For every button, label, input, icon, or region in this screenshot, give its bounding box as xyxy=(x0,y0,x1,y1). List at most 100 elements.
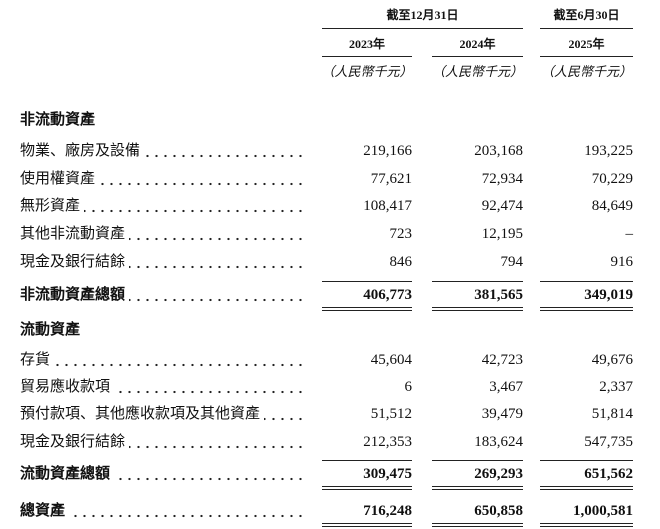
row-label: 非流動資產總額 xyxy=(20,286,305,304)
row-label: 其他非流動資產 xyxy=(20,225,305,243)
rule xyxy=(322,526,412,527)
rule xyxy=(322,523,412,524)
rule xyxy=(322,486,412,487)
rule xyxy=(540,56,633,57)
cell-value: 309,475 xyxy=(363,466,412,482)
cell-value: 794 xyxy=(500,254,524,270)
label-text: 預付款項、其他應收款項及其他資產 xyxy=(20,406,261,422)
cell-value: 72,934 xyxy=(481,171,523,187)
rule xyxy=(322,307,412,308)
cell-value: 51,814 xyxy=(591,406,633,422)
cell-value: 3,467 xyxy=(489,379,523,395)
rule xyxy=(432,307,523,308)
label-text: 貿易應收款項 xyxy=(20,379,111,395)
cell-value: 45,604 xyxy=(370,352,412,368)
year-header: 2024年 xyxy=(459,37,496,51)
dot-leader xyxy=(264,405,305,423)
cell-value: 547,735 xyxy=(584,434,633,450)
dot-leader xyxy=(129,225,305,243)
dot-leader xyxy=(54,351,305,369)
rule xyxy=(322,281,412,282)
label-text: 無形資產 xyxy=(20,198,81,214)
cell-value: 2,337 xyxy=(599,379,633,395)
cell-value: 349,019 xyxy=(584,287,633,303)
cell-value: 42,723 xyxy=(481,352,523,368)
rule xyxy=(540,486,633,487)
rule xyxy=(540,489,633,490)
rule xyxy=(322,56,412,57)
row-label: 物業、廠房及設備 xyxy=(20,142,305,160)
rule xyxy=(322,460,412,461)
label-text: 其他非流動資產 xyxy=(20,226,126,242)
unit-label: （人民幣千元） xyxy=(431,64,523,79)
cell-value: 6 xyxy=(404,379,413,395)
row-label: 無形資產 xyxy=(20,197,305,215)
rule xyxy=(432,489,523,490)
label-text: 使用權資產 xyxy=(20,171,96,187)
rule xyxy=(432,310,523,311)
cell-value: 916 xyxy=(610,254,634,270)
period-header: 截至12月31日 xyxy=(386,8,459,22)
cell-value: 716,248 xyxy=(363,503,412,519)
dot-leader xyxy=(99,170,305,188)
cell-value: 84,649 xyxy=(591,198,633,214)
cell-value: 269,293 xyxy=(474,466,523,482)
rule xyxy=(432,526,523,527)
dot-leader xyxy=(129,433,305,451)
rule xyxy=(540,460,633,461)
cell-value: 651,562 xyxy=(584,466,633,482)
dot-leader xyxy=(129,253,305,271)
unit-label: （人民幣千元） xyxy=(321,64,413,79)
rule xyxy=(322,489,412,490)
cell-value: 723 xyxy=(389,226,413,242)
rule xyxy=(540,523,633,524)
row-label: 使用權資產 xyxy=(20,170,305,188)
label-text: 現金及銀行結餘 xyxy=(20,254,126,270)
cell-value: 39,479 xyxy=(481,406,523,422)
label-text: 物業、廠房及設備 xyxy=(20,143,141,159)
cell-value: 70,229 xyxy=(591,171,633,187)
row-label: 預付款項、其他應收款項及其他資產 xyxy=(20,405,305,423)
label-text: 流動資產總額 xyxy=(20,466,111,482)
rule xyxy=(540,307,633,308)
rule xyxy=(540,28,633,29)
dot-leader xyxy=(69,502,305,520)
rule xyxy=(540,281,633,282)
section-title: 流動資產 xyxy=(20,322,81,338)
cell-value: 650,858 xyxy=(474,503,523,519)
unit-label: （人民幣千元） xyxy=(540,64,632,79)
rule xyxy=(432,56,523,57)
year-header: 2025年 xyxy=(568,37,605,51)
rule xyxy=(432,281,523,282)
row-label: 現金及銀行結餘 xyxy=(20,433,305,451)
rule xyxy=(322,28,523,29)
rule xyxy=(432,460,523,461)
dot-leader xyxy=(144,142,305,160)
dot-leader xyxy=(114,465,305,483)
row-label: 存貨 xyxy=(20,351,305,369)
dot-leader xyxy=(129,286,305,304)
cell-value: 12,195 xyxy=(481,226,523,242)
rule xyxy=(540,526,633,527)
period-header: 截至6月30日 xyxy=(553,8,620,22)
row-label: 流動資產總額 xyxy=(20,465,305,483)
label-text: 存貨 xyxy=(20,352,51,368)
row-label: 貿易應收款項 xyxy=(20,378,305,396)
rule xyxy=(322,310,412,311)
cell-value: 193,225 xyxy=(584,143,633,159)
cell-value: 77,621 xyxy=(370,171,412,187)
cell-value: 406,773 xyxy=(363,287,412,303)
rule xyxy=(432,486,523,487)
label-text: 總資產 xyxy=(20,503,66,519)
cell-value: 1,000,581 xyxy=(573,503,633,519)
cell-value: 381,565 xyxy=(474,287,523,303)
label-text: 非流動資產總額 xyxy=(20,287,126,303)
year-header: 2023年 xyxy=(348,37,385,51)
cell-value: 51,512 xyxy=(370,406,412,422)
cell-value: 183,624 xyxy=(474,434,523,450)
row-label: 總資產 xyxy=(20,502,305,520)
dot-leader xyxy=(114,378,305,396)
section-title: 非流動資產 xyxy=(20,112,96,128)
cell-value: – xyxy=(625,226,634,242)
